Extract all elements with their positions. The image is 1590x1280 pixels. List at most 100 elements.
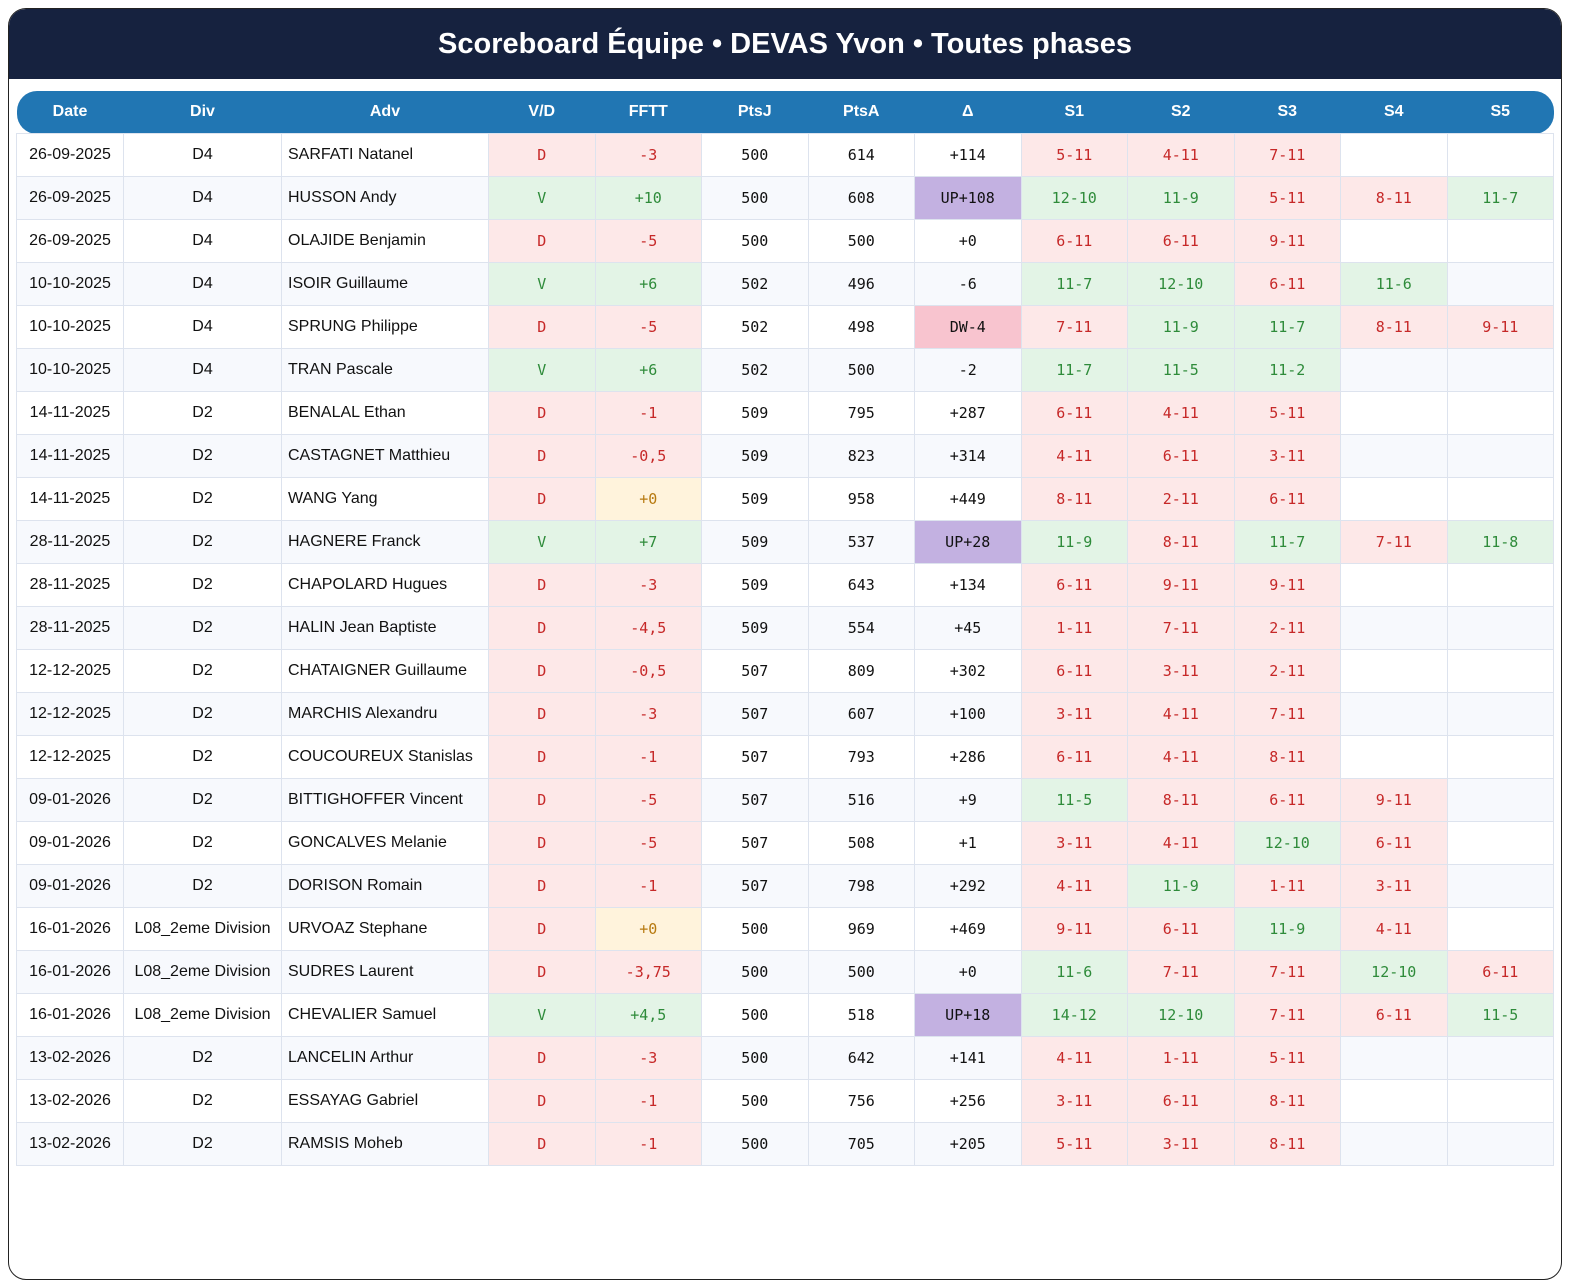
cell-s5 <box>1446 692 1554 736</box>
cell-s4: 7-11 <box>1340 520 1448 564</box>
cell-s3: 2-11 <box>1233 606 1341 650</box>
cell-s4: 12-10 <box>1340 950 1448 994</box>
table-row: 28-11-2025 D2 CHAPOLARD Hugues D -3 509 643 +13… <box>16 563 1554 607</box>
table-row: 16-01-2026 L08_2eme Division CHEVALIER Sam… <box>16 993 1554 1037</box>
cell-div: D4 <box>123 305 282 349</box>
cell-vd: D <box>488 1036 596 1080</box>
cell-s4: 6-11 <box>1340 993 1448 1037</box>
cell-s3: 7-11 <box>1233 692 1341 736</box>
column-header-s5[interactable]: S5 <box>1447 91 1554 134</box>
cell-adv: GONCALVES Melanie <box>281 821 489 865</box>
cell-ptsa: 798 <box>807 864 915 908</box>
cell-adv: MARCHIS Alexandru <box>281 692 489 736</box>
cell-delta: +45 <box>914 606 1022 650</box>
table-row: 13-02-2026 D2 ESSAYAG Gabriel D -1 500 756 +256… <box>16 1079 1554 1123</box>
cell-vd: D <box>488 692 596 736</box>
cell-s3: 11-2 <box>1233 348 1341 392</box>
cell-ptsj: 509 <box>701 434 809 478</box>
cell-date: 13-02-2026 <box>16 1122 124 1166</box>
cell-s2: 11-5 <box>1127 348 1235 392</box>
cell-div: D2 <box>123 735 282 779</box>
cell-div: D4 <box>123 176 282 220</box>
cell-ptsj: 500 <box>701 176 809 220</box>
column-header-s2[interactable]: S2 <box>1127 91 1234 134</box>
cell-s1: 4-11 <box>1020 434 1128 478</box>
column-header-ptsa[interactable]: PtsA <box>808 91 915 134</box>
cell-s3: 9-11 <box>1233 219 1341 263</box>
cell-s3: 8-11 <box>1233 1122 1341 1166</box>
cell-fftt: -1 <box>594 1122 702 1166</box>
cell-fftt: +0 <box>594 907 702 951</box>
cell-s3: 5-11 <box>1233 1036 1341 1080</box>
cell-s1: 1-11 <box>1020 606 1128 650</box>
cell-div: D2 <box>123 1079 282 1123</box>
cell-date: 13-02-2026 <box>16 1036 124 1080</box>
cell-div: D2 <box>123 563 282 607</box>
cell-adv: SARFATI Natanel <box>281 133 489 177</box>
cell-div: D2 <box>123 1122 282 1166</box>
cell-s3: 7-11 <box>1233 993 1341 1037</box>
column-header-adv[interactable]: Adv <box>281 91 489 134</box>
cell-date: 12-12-2025 <box>16 649 124 693</box>
column-header-fftt[interactable]: FFTT <box>595 91 702 134</box>
column-header-s3[interactable]: S3 <box>1234 91 1341 134</box>
cell-ptsa: 614 <box>807 133 915 177</box>
table-row: 26-09-2025 D4 HUSSON Andy V +10 500 608 UP+108 1… <box>16 176 1554 220</box>
cell-date: 14-11-2025 <box>16 434 124 478</box>
cell-s3: 3-11 <box>1233 434 1341 478</box>
cell-fftt: -1 <box>594 735 702 779</box>
column-header-date[interactable]: Date <box>16 91 124 134</box>
table-row: 09-01-2026 D2 DORISON Romain D -1 507 798 +292 4… <box>16 864 1554 908</box>
cell-vd: V <box>488 262 596 306</box>
cell-delta: +114 <box>914 133 1022 177</box>
column-header-vd[interactable]: V/D <box>488 91 595 134</box>
cell-div: L08_2eme Division <box>123 950 282 994</box>
cell-adv: ISOIR Guillaume <box>281 262 489 306</box>
cell-s5 <box>1446 434 1554 478</box>
cell-delta: +302 <box>914 649 1022 693</box>
cell-s1: 8-11 <box>1020 477 1128 521</box>
cell-fftt: +6 <box>594 262 702 306</box>
cell-s2: 3-11 <box>1127 1122 1235 1166</box>
cell-fftt: +6 <box>594 348 702 392</box>
table-row: 13-02-2026 D2 LANCELIN Arthur D -3 500 642 +141… <box>16 1036 1554 1080</box>
cell-s1: 6-11 <box>1020 391 1128 435</box>
cell-fftt: -3 <box>594 692 702 736</box>
cell-s2: 3-11 <box>1127 649 1235 693</box>
cell-date: 28-11-2025 <box>16 520 124 564</box>
column-header-delta[interactable]: Δ <box>914 91 1021 134</box>
cell-adv: HAGNERE Franck <box>281 520 489 564</box>
cell-s5: 6-11 <box>1446 950 1554 994</box>
cell-ptsa: 500 <box>807 219 915 263</box>
cell-delta: +141 <box>914 1036 1022 1080</box>
cell-s4 <box>1340 477 1448 521</box>
cell-div: D2 <box>123 434 282 478</box>
cell-fftt: -1 <box>594 391 702 435</box>
cell-vd: D <box>488 305 596 349</box>
cell-s5 <box>1446 262 1554 306</box>
cell-s2: 4-11 <box>1127 821 1235 865</box>
cell-s5 <box>1446 1036 1554 1080</box>
cell-date: 12-12-2025 <box>16 735 124 779</box>
cell-adv: WANG Yang <box>281 477 489 521</box>
cell-s5: 9-11 <box>1446 305 1554 349</box>
cell-s2: 11-9 <box>1127 305 1235 349</box>
cell-delta: +469 <box>914 907 1022 951</box>
cell-s4 <box>1340 434 1448 478</box>
cell-s4 <box>1340 1079 1448 1123</box>
cell-adv: SPRUNG Philippe <box>281 305 489 349</box>
cell-ptsj: 502 <box>701 348 809 392</box>
cell-vd: D <box>488 1122 596 1166</box>
column-header-ptsj[interactable]: PtsJ <box>701 91 808 134</box>
cell-div: D2 <box>123 692 282 736</box>
table-row: 26-09-2025 D4 OLAJIDE Benjamin D -5 500 500 +0 6… <box>16 219 1554 263</box>
cell-s2: 4-11 <box>1127 133 1235 177</box>
column-header-div[interactable]: Div <box>123 91 282 134</box>
cell-s1: 4-11 <box>1020 864 1128 908</box>
cell-ptsa: 969 <box>807 907 915 951</box>
column-header-s4[interactable]: S4 <box>1340 91 1447 134</box>
column-header-s1[interactable]: S1 <box>1021 91 1128 134</box>
cell-ptsa: 608 <box>807 176 915 220</box>
cell-adv: CHATAIGNER Guillaume <box>281 649 489 693</box>
cell-vd: D <box>488 391 596 435</box>
